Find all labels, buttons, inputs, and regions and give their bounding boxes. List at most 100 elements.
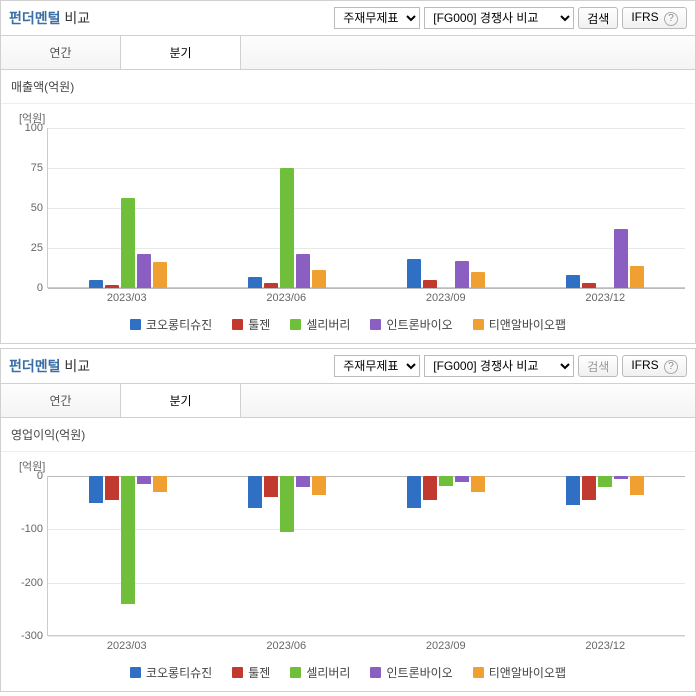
- plot: -300-200-1000: [11, 476, 685, 636]
- legend-label: 티앤알바이오팹: [489, 316, 566, 333]
- legend-item[interactable]: 코오롱티슈진: [130, 316, 212, 333]
- y-axis: 0255075100: [11, 128, 47, 288]
- bar: [566, 476, 580, 505]
- compare-select[interactable]: [FG000] 경쟁사 비교: [424, 355, 574, 377]
- legend-item[interactable]: 툴젠: [232, 316, 270, 333]
- panel-header: 펀더멘털 비교 주재무제표 [FG000] 경쟁사 비교 검색 IFRS ?: [1, 1, 695, 35]
- bar: [455, 261, 469, 288]
- legend-swatch: [473, 319, 484, 330]
- legend: 코오롱티슈진 툴젠 셀리버리 인트론바이오 티앤알바이오팹: [11, 658, 685, 691]
- bar: [471, 272, 485, 288]
- bar: [630, 266, 644, 288]
- legend-item[interactable]: 셀리버리: [290, 316, 350, 333]
- zero-line: [48, 288, 685, 289]
- bar: [121, 198, 135, 288]
- help-icon: ?: [664, 12, 678, 26]
- y-tick: 75: [31, 162, 43, 174]
- panel-title: 펀더멘털 비교: [9, 356, 90, 376]
- legend-label: 티앤알바이오팹: [489, 664, 566, 681]
- grid: [47, 476, 685, 636]
- tab-quarterly[interactable]: 분기: [121, 384, 241, 417]
- x-label: 2023/06: [266, 292, 306, 304]
- y-tick: 0: [37, 470, 43, 482]
- tabs: 연간분기: [1, 35, 695, 70]
- bar: [582, 476, 596, 500]
- legend-swatch: [130, 667, 141, 678]
- legend-item[interactable]: 티앤알바이오팹: [473, 664, 566, 681]
- title-rest: 비교: [64, 358, 90, 374]
- bar: [312, 270, 326, 288]
- x-label: 2023/06: [266, 640, 306, 652]
- bar: [407, 476, 421, 508]
- bar-group: [407, 476, 485, 635]
- bar: [137, 476, 151, 484]
- bar: [312, 476, 326, 495]
- y-tick: -200: [21, 577, 43, 589]
- x-labels: 2023/032023/062023/092023/12: [47, 288, 685, 310]
- legend-item[interactable]: 툴젠: [232, 664, 270, 681]
- statement-select[interactable]: 주재무제표: [334, 7, 420, 29]
- bar-group: [89, 128, 167, 287]
- statement-select[interactable]: 주재무제표: [334, 355, 420, 377]
- legend-swatch: [232, 319, 243, 330]
- y-tick: 100: [25, 122, 43, 134]
- bar: [614, 229, 628, 288]
- legend: 코오롱티슈진 툴젠 셀리버리 인트론바이오 티앤알바이오팹: [11, 310, 685, 343]
- legend-item[interactable]: 코오롱티슈진: [130, 664, 212, 681]
- panel-header: 펀더멘털 비교 주재무제표 [FG000] 경쟁사 비교 검색 IFRS ?: [1, 349, 695, 383]
- legend-item[interactable]: 셀리버리: [290, 664, 350, 681]
- controls: 주재무제표 [FG000] 경쟁사 비교 검색 IFRS ?: [334, 355, 687, 377]
- bar: [89, 280, 103, 288]
- bar: [598, 476, 612, 487]
- bar: [264, 283, 278, 288]
- bar: [121, 476, 135, 604]
- y-tick: -300: [21, 630, 43, 642]
- legend-item[interactable]: 인트론바이오: [370, 316, 452, 333]
- bar: [455, 476, 469, 482]
- bar: [407, 259, 421, 288]
- title-accent: 펀더멘털: [9, 10, 61, 26]
- compare-select[interactable]: [FG000] 경쟁사 비교: [424, 7, 574, 29]
- panel-title: 펀더멘털 비교: [9, 8, 90, 28]
- bar: [153, 262, 167, 288]
- y-axis: -300-200-1000: [11, 476, 47, 636]
- gridline: [48, 636, 685, 637]
- tab-annual[interactable]: 연간: [1, 36, 121, 69]
- controls: 주재무제표 [FG000] 경쟁사 비교 검색 IFRS ?: [334, 7, 687, 29]
- bar: [280, 168, 294, 288]
- tab-annual[interactable]: 연간: [1, 384, 121, 417]
- bar: [582, 283, 596, 288]
- bar: [105, 476, 119, 500]
- legend-item[interactable]: 인트론바이오: [370, 664, 452, 681]
- bar: [614, 476, 628, 479]
- x-label: 2023/09: [426, 292, 466, 304]
- chart-area: [억원]02550751002023/032023/062023/092023/…: [1, 104, 695, 343]
- bar: [423, 476, 437, 500]
- ifrs-button[interactable]: IFRS ?: [622, 7, 687, 29]
- legend-swatch: [370, 667, 381, 678]
- bar: [566, 275, 580, 288]
- bar: [137, 254, 151, 288]
- tabs: 연간분기: [1, 383, 695, 418]
- x-labels: 2023/032023/062023/092023/12: [47, 636, 685, 658]
- ifrs-button[interactable]: IFRS ?: [622, 355, 687, 377]
- bar-groups: [48, 128, 685, 287]
- y-unit: [억원]: [19, 110, 685, 126]
- y-tick: 50: [31, 202, 43, 214]
- legend-item[interactable]: 티앤알바이오팹: [473, 316, 566, 333]
- legend-swatch: [290, 319, 301, 330]
- legend-label: 셀리버리: [306, 316, 350, 333]
- bar-group: [566, 476, 644, 635]
- bar: [280, 476, 294, 532]
- chart-area: [억원]-300-200-10002023/032023/062023/0920…: [1, 452, 695, 691]
- search-button[interactable]: 검색: [578, 7, 618, 29]
- tab-quarterly[interactable]: 분기: [121, 36, 241, 69]
- legend-swatch: [130, 319, 141, 330]
- search-button[interactable]: 검색: [578, 355, 618, 377]
- bar-group: [89, 476, 167, 635]
- bar: [296, 476, 310, 487]
- bar: [89, 476, 103, 503]
- bar: [248, 476, 262, 508]
- legend-label: 툴젠: [248, 664, 270, 681]
- bar-group: [248, 128, 326, 287]
